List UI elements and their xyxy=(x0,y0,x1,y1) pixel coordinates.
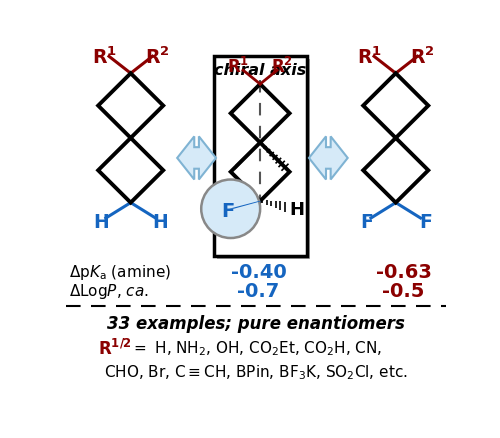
Text: $\bf{R^1}$: $\bf{R^1}$ xyxy=(357,46,382,68)
Text: -0.63: -0.63 xyxy=(376,262,432,281)
Text: $=$ H, NH$_2$, OH, CO$_2$Et, CO$_2$H, CN,: $=$ H, NH$_2$, OH, CO$_2$Et, CO$_2$H, CN… xyxy=(130,339,382,358)
Text: -0.5: -0.5 xyxy=(382,281,424,300)
Text: $\bf{R^1}$: $\bf{R^1}$ xyxy=(228,57,250,77)
Text: -0.7: -0.7 xyxy=(238,281,280,300)
Polygon shape xyxy=(229,201,262,209)
Text: $\bf{R^2}$: $\bf{R^2}$ xyxy=(410,46,434,68)
Text: 33 examples; pure enantiomers: 33 examples; pure enantiomers xyxy=(108,315,405,333)
Circle shape xyxy=(201,180,260,238)
Polygon shape xyxy=(177,137,216,180)
Text: $\bf{R^2}$: $\bf{R^2}$ xyxy=(271,57,293,77)
Polygon shape xyxy=(235,141,260,170)
Bar xyxy=(214,57,306,256)
Text: $\bf{R^2}$: $\bf{R^2}$ xyxy=(144,46,170,68)
Text: H: H xyxy=(94,212,109,231)
Text: chiral axis: chiral axis xyxy=(214,63,306,78)
Text: $\mathbf{R^{1/2}}$: $\mathbf{R^{1/2}}$ xyxy=(98,338,132,358)
Bar xyxy=(216,60,310,259)
Text: $\Delta$p$\mathit{K}_\mathrm{a}$ (amine): $\Delta$p$\mathit{K}_\mathrm{a}$ (amine) xyxy=(68,262,170,281)
Text: CHO, Br, C$\equiv$CH, BPin, BF$_3$K, SO$_2$Cl, etc.: CHO, Br, C$\equiv$CH, BPin, BF$_3$K, SO$… xyxy=(104,362,408,381)
Text: $\Delta$Log$\mathit{P}$, $\mathit{ca}$.: $\Delta$Log$\mathit{P}$, $\mathit{ca}$. xyxy=(68,281,148,300)
Text: F: F xyxy=(419,212,432,231)
Polygon shape xyxy=(309,137,348,180)
Text: H: H xyxy=(152,212,168,231)
Text: H: H xyxy=(289,200,304,218)
Text: $\bf{R^1}$: $\bf{R^1}$ xyxy=(92,46,117,68)
Text: F: F xyxy=(360,212,372,231)
Text: -0.40: -0.40 xyxy=(230,262,286,281)
Text: F: F xyxy=(221,201,234,220)
